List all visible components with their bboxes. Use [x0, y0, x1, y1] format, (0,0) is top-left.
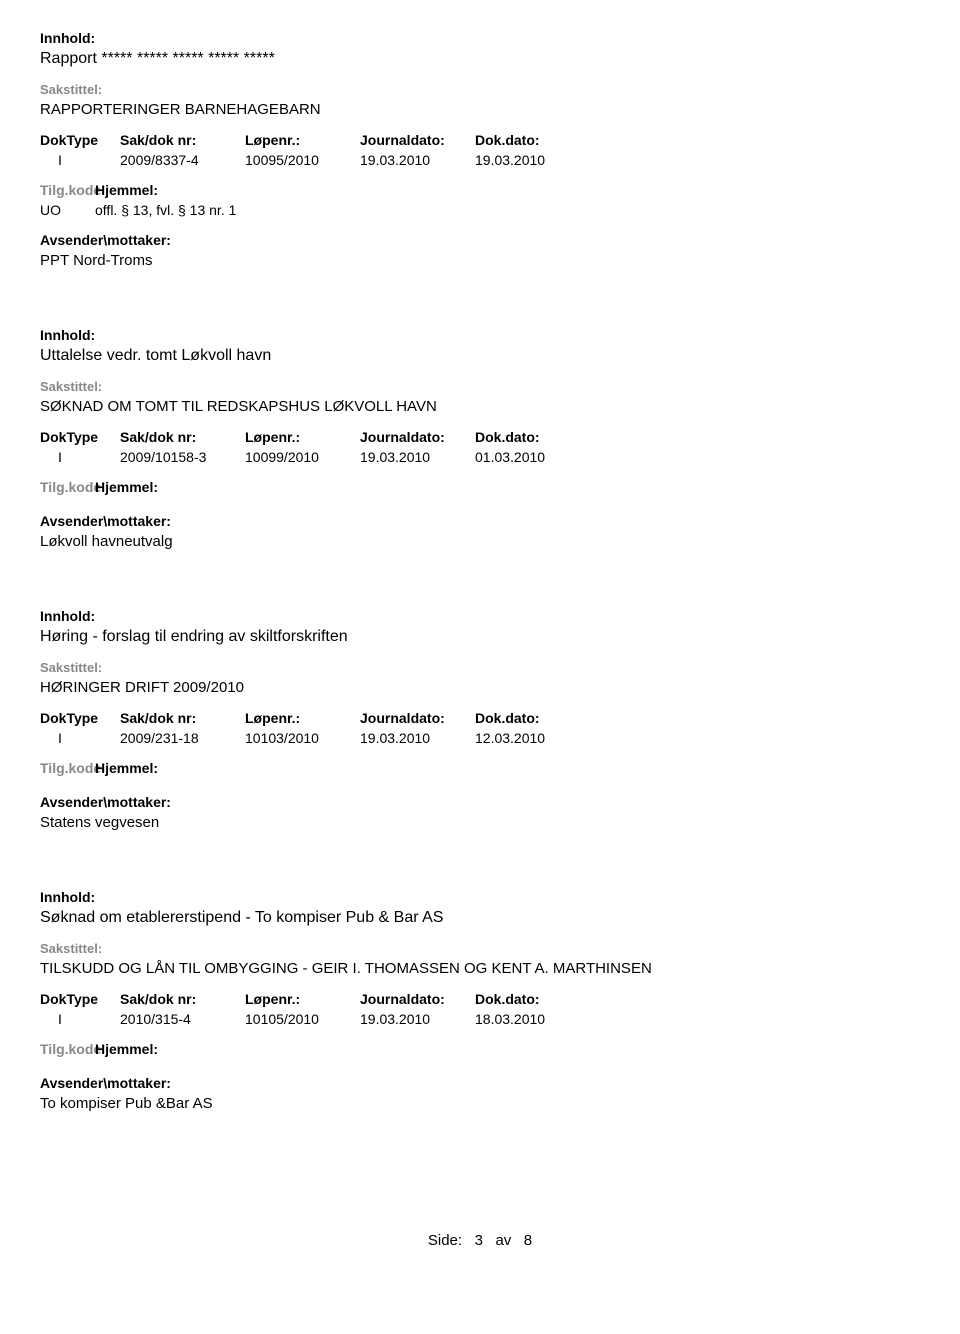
sakstittel-label: Sakstittel:	[40, 941, 920, 956]
hjemmel-header: Hjemmel:	[95, 760, 158, 776]
avsender-text: Statens vegvesen	[40, 814, 920, 831]
sakdok-header: Sak/dok nr:	[120, 991, 245, 1007]
lopenr-header: Løpenr.:	[245, 710, 360, 726]
doktype-header: DokType	[40, 710, 120, 726]
doktype-header: DokType	[40, 991, 120, 1007]
sakstittel-text: RAPPORTERINGER BARNEHAGEBARN	[40, 101, 920, 118]
lopenr-header: Løpenr.:	[245, 132, 360, 148]
doktype-value: I	[40, 449, 120, 465]
avsender-text: Løkvoll havneutvalg	[40, 533, 920, 550]
sakstittel-text: SØKNAD OM TOMT TIL REDSKAPSHUS LØKVOLL H…	[40, 398, 920, 415]
hjemmel-value: offl. § 13, fvl. § 13 nr. 1	[95, 202, 236, 218]
meta-header-row: DokType Sak/dok nr: Løpenr.: Journaldato…	[40, 710, 920, 730]
journaldato-header: Journaldato:	[360, 429, 475, 445]
dokdato-header: Dok.dato:	[475, 132, 590, 148]
tilgkode-header: Tilg.kode	[40, 182, 101, 198]
avsender-text: PPT Nord-Troms	[40, 252, 920, 269]
sakdok-header: Sak/dok nr:	[120, 132, 245, 148]
journal-entry: Innhold: Søknad om etablererstipend - To…	[40, 881, 920, 1112]
lopenr-value: 10105/2010	[245, 1011, 360, 1027]
lopenr-header: Løpenr.:	[245, 429, 360, 445]
journaldato-header: Journaldato:	[360, 991, 475, 1007]
lopenr-header: Løpenr.:	[245, 991, 360, 1007]
doktype-header: DokType	[40, 429, 120, 445]
dokdato-header: Dok.dato:	[475, 991, 590, 1007]
dokdato-header: Dok.dato:	[475, 710, 590, 726]
innhold-text: Rapport ***** ***** ***** ***** *****	[40, 50, 920, 68]
lopenr-value: 10103/2010	[245, 730, 360, 746]
sakstittel-label: Sakstittel:	[40, 82, 920, 97]
sakdok-value: 2009/8337-4	[120, 152, 245, 168]
footer-total: 8	[524, 1232, 532, 1249]
dokdato-value: 19.03.2010	[475, 152, 590, 168]
sakdok-header: Sak/dok nr:	[120, 710, 245, 726]
sakdok-value: 2009/10158-3	[120, 449, 245, 465]
doktype-header: DokType	[40, 132, 120, 148]
tilgkode-value: UO	[40, 202, 61, 218]
meta-header-row: DokType Sak/dok nr: Løpenr.: Journaldato…	[40, 429, 920, 449]
page-footer: Side: 3 av 8	[40, 1232, 920, 1249]
innhold-label: Innhold:	[40, 889, 920, 905]
innhold-label: Innhold:	[40, 608, 920, 624]
sakstittel-text: HØRINGER DRIFT 2009/2010	[40, 679, 920, 696]
innhold-label: Innhold:	[40, 327, 920, 343]
tilg-header-row: Tilg.kode Hjemmel:	[40, 760, 920, 776]
hjemmel-header: Hjemmel:	[95, 479, 158, 495]
sakstittel-text: TILSKUDD OG LÅN TIL OMBYGGING - GEIR I. …	[40, 960, 920, 977]
avsender-label: Avsender\mottaker:	[40, 513, 920, 529]
tilg-header-row: Tilg.kode Hjemmel:	[40, 182, 920, 198]
meta-value-row: I 2010/315-4 10105/2010 19.03.2010 18.03…	[40, 1011, 920, 1027]
meta-value-row: I 2009/10158-3 10099/2010 19.03.2010 01.…	[40, 449, 920, 465]
dokdato-value: 01.03.2010	[475, 449, 590, 465]
tilgkode-header: Tilg.kode	[40, 479, 101, 495]
tilgkode-header: Tilg.kode	[40, 1041, 101, 1057]
hjemmel-header: Hjemmel:	[95, 1041, 158, 1057]
meta-header-row: DokType Sak/dok nr: Løpenr.: Journaldato…	[40, 132, 920, 152]
tilg-header-row: Tilg.kode Hjemmel:	[40, 479, 920, 495]
dokdato-value: 18.03.2010	[475, 1011, 590, 1027]
sakdok-header: Sak/dok nr:	[120, 429, 245, 445]
lopenr-value: 10099/2010	[245, 449, 360, 465]
footer-prefix: Side:	[428, 1232, 462, 1249]
footer-page: 3	[475, 1232, 483, 1249]
doktype-value: I	[40, 152, 120, 168]
lopenr-value: 10095/2010	[245, 152, 360, 168]
avsender-label: Avsender\mottaker:	[40, 1075, 920, 1091]
sakstittel-label: Sakstittel:	[40, 660, 920, 675]
journal-entry: Innhold: Uttalelse vedr. tomt Løkvoll ha…	[40, 319, 920, 550]
innhold-text: Søknad om etablererstipend - To kompiser…	[40, 909, 920, 927]
sakstittel-label: Sakstittel:	[40, 379, 920, 394]
innhold-text: Uttalelse vedr. tomt Løkvoll havn	[40, 347, 920, 365]
footer-sep: av	[495, 1232, 511, 1249]
journaldato-value: 19.03.2010	[360, 730, 475, 746]
tilgkode-header: Tilg.kode	[40, 760, 101, 776]
hjemmel-header: Hjemmel:	[95, 182, 158, 198]
meta-value-row: I 2009/231-18 10103/2010 19.03.2010 12.0…	[40, 730, 920, 746]
journaldato-value: 19.03.2010	[360, 449, 475, 465]
journaldato-value: 19.03.2010	[360, 1011, 475, 1027]
journaldato-value: 19.03.2010	[360, 152, 475, 168]
journaldato-header: Journaldato:	[360, 132, 475, 148]
dokdato-header: Dok.dato:	[475, 429, 590, 445]
tilg-value-row: UO offl. § 13, fvl. § 13 nr. 1	[40, 202, 920, 218]
avsender-text: To kompiser Pub &Bar AS	[40, 1095, 920, 1112]
meta-header-row: DokType Sak/dok nr: Løpenr.: Journaldato…	[40, 991, 920, 1011]
sakdok-value: 2010/315-4	[120, 1011, 245, 1027]
doktype-value: I	[40, 730, 120, 746]
avsender-label: Avsender\mottaker:	[40, 794, 920, 810]
doktype-value: I	[40, 1011, 120, 1027]
sakdok-value: 2009/231-18	[120, 730, 245, 746]
journal-entry: Innhold: Rapport ***** ***** ***** *****…	[40, 30, 920, 269]
innhold-label: Innhold:	[40, 30, 920, 46]
avsender-label: Avsender\mottaker:	[40, 232, 920, 248]
journaldato-header: Journaldato:	[360, 710, 475, 726]
meta-value-row: I 2009/8337-4 10095/2010 19.03.2010 19.0…	[40, 152, 920, 168]
journal-entry: Innhold: Høring - forslag til endring av…	[40, 600, 920, 831]
dokdato-value: 12.03.2010	[475, 730, 590, 746]
innhold-text: Høring - forslag til endring av skiltfor…	[40, 628, 920, 646]
tilg-header-row: Tilg.kode Hjemmel:	[40, 1041, 920, 1057]
